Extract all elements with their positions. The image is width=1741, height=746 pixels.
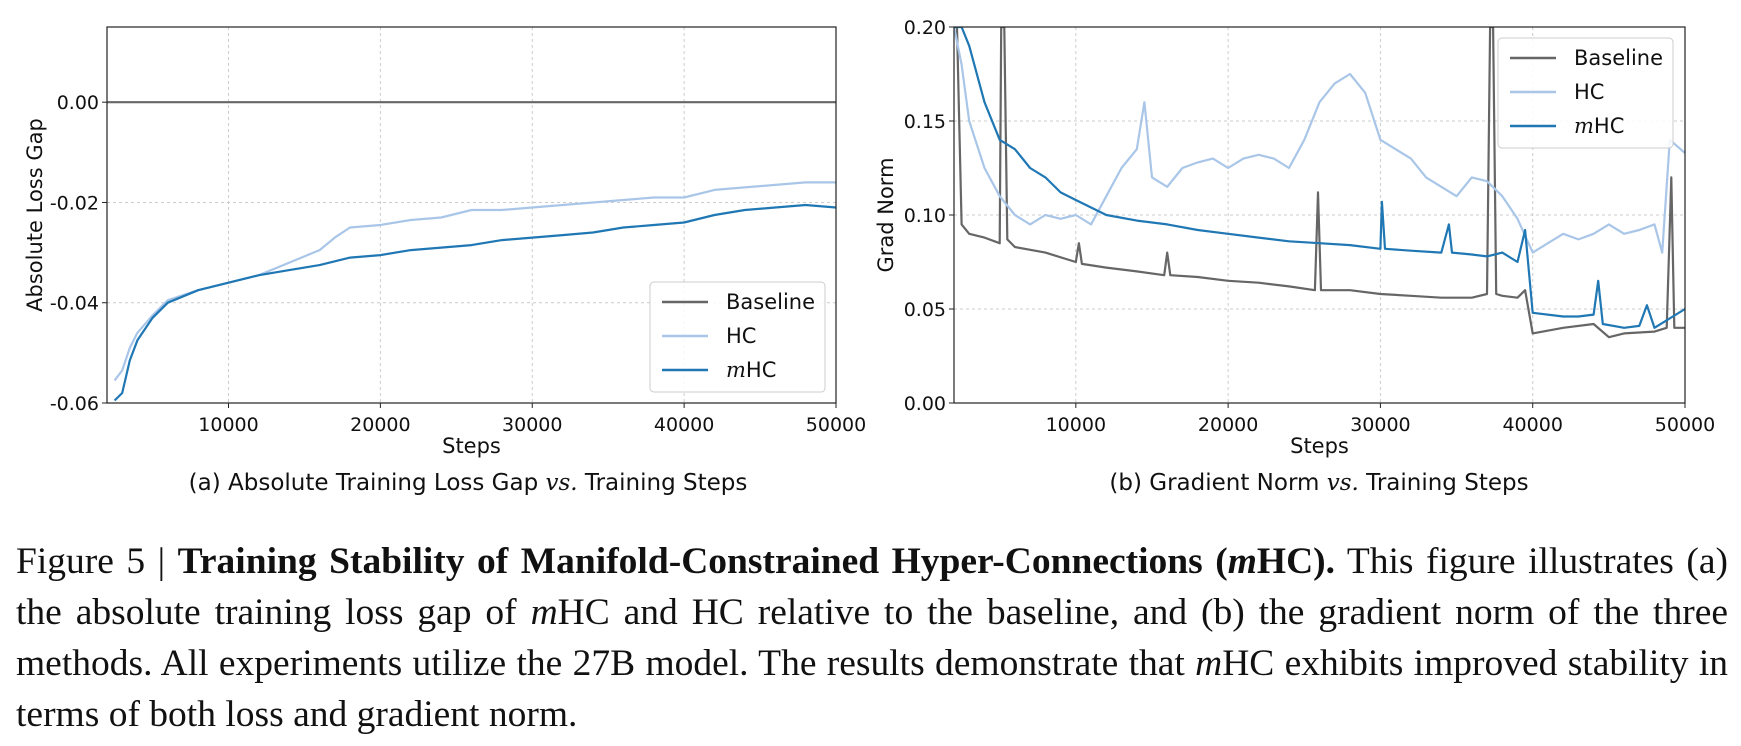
series-line-mhc [113,203,836,402]
x-tick-label: 50000 [806,414,866,436]
subfigure-caption: (a) Absolute Training Loss Gap vs. Train… [189,470,748,496]
x-axis-label: Steps [442,434,501,458]
caption-body: This figure illustrates (a) the absolute… [16,541,1729,735]
y-axis-label: Grad Norm [874,157,898,272]
legend: Baseline HC mHC [649,281,826,393]
plot-area [954,27,1685,339]
legend: Baseline HC mHC [1497,37,1674,149]
legend-label-hc: HC [726,324,756,348]
figure-caption: Figure 5 | Training Stability of Manifol… [16,536,1728,740]
x-tick-label: 30000 [1350,414,1410,436]
chart-a: 10000 20000 30000 40000 50000 -0.06 -0.04 -0.02… [23,26,866,496]
x-tick-label: 50000 [1655,414,1715,436]
legend-label-hc: HC [1574,80,1604,104]
series-line-hc [113,181,836,382]
legend-box [649,281,826,393]
subfigure-caption: (b) Gradient Norm vs. Training Steps [1109,470,1528,496]
caption-title: Training Stability of Manifold-Constrain… [177,541,1336,582]
y-tick-label: 0.15 [904,111,946,133]
legend-label-baseline: Baseline [726,290,815,314]
figure: 10000 20000 30000 40000 50000 -0.06 -0.04 -0.02… [23,17,1715,496]
chart-b: 10000 20000 30000 40000 50000 0.00 0.05 0.10 0.1… [874,17,1715,496]
y-tick-label: 0.20 [904,17,946,39]
legend-label-mhc: mHC [726,358,776,382]
plot-area [107,101,836,402]
x-axis-label: Steps [1290,434,1349,458]
caption-figure-number: Figure 5 | [16,541,178,582]
y-tick-label: 0.00 [57,92,99,114]
y-tick-label: -0.02 [50,192,99,214]
plot-frame [106,26,837,404]
legend-box [1497,37,1674,149]
x-tick-label: 10000 [1046,414,1106,436]
legend-label-baseline: Baseline [1574,46,1663,70]
x-tick-label: 40000 [654,414,714,436]
x-tick-label: 20000 [1198,414,1258,436]
legend-label-mhc: mHC [1574,114,1624,138]
y-tick-label: 0.10 [904,205,946,227]
y-tick-label: 0.05 [904,299,946,321]
y-axis-label: Absolute Loss Gap [23,118,47,312]
y-tick-label: 0.00 [904,393,946,415]
x-tick-label: 20000 [350,414,410,436]
series-line-hc [954,27,1685,254]
y-tick-label: -0.04 [50,293,99,315]
x-tick-label: 40000 [1502,414,1562,436]
y-tick-label: -0.06 [50,393,99,415]
x-tick-label: 10000 [198,414,258,436]
x-tick-label: 30000 [502,414,562,436]
series-line-mhc [954,27,1685,329]
